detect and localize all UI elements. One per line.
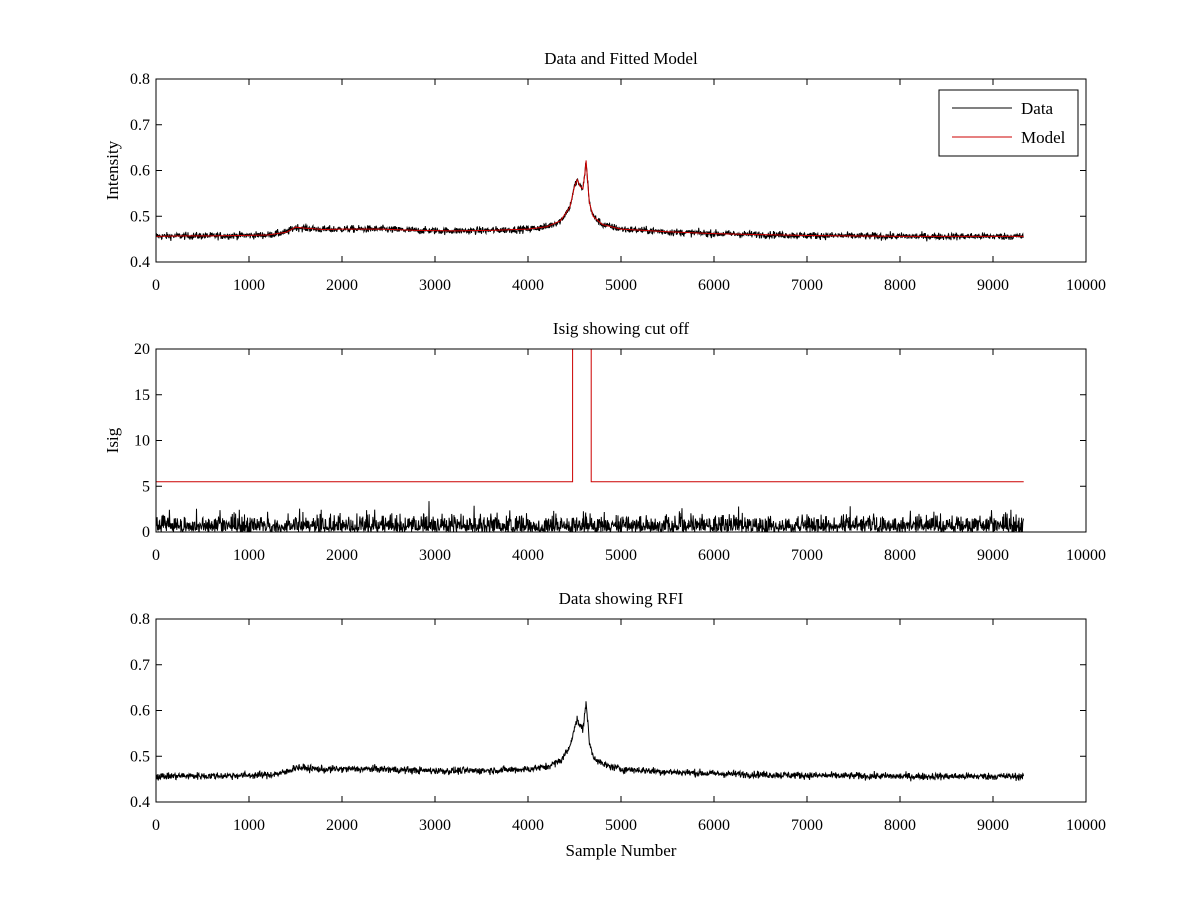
y-tick-label: 0.4	[130, 794, 150, 811]
x-tick-label: 4000	[512, 277, 544, 294]
x-tick-label: 9000	[977, 817, 1009, 834]
y-tick-label: 0.8	[130, 71, 150, 88]
x-tick-label: 5000	[605, 277, 637, 294]
x-tick-label: 6000	[698, 547, 730, 564]
x-tick-label: 2000	[326, 547, 358, 564]
y-tick-label: 5	[142, 478, 150, 495]
y-tick-label: 10	[134, 433, 150, 450]
x-tick-label: 4000	[512, 547, 544, 564]
legend-label: Model	[1021, 128, 1066, 147]
x-tick-label: 2000	[326, 817, 358, 834]
x-tick-label: 10000	[1066, 547, 1106, 564]
legend: Data Model	[938, 89, 1079, 157]
x-tick-label: 8000	[884, 817, 916, 834]
series-line-model	[156, 160, 1024, 237]
y-tick-label: 0.8	[130, 611, 150, 628]
x-tick-label: 9000	[977, 277, 1009, 294]
x-tick-label: 8000	[884, 547, 916, 564]
chart-title: Data and Fitted Model	[544, 49, 698, 68]
x-tick-label: 1000	[233, 547, 265, 564]
x-tick-label: 5000	[605, 817, 637, 834]
x-tick-label: 3000	[419, 277, 451, 294]
plot-area	[156, 160, 1024, 242]
y-tick-label: 0.4	[130, 254, 150, 271]
x-tick-label: 10000	[1066, 277, 1106, 294]
chart-panel-3: 0 1000 2000 3000 4000 5000 6000 7000 8000 9000 100…	[130, 589, 1106, 860]
y-axis-label: Intensity	[103, 140, 122, 200]
chart-title: Data showing RFI	[559, 589, 684, 608]
y-tick-label: 0.7	[130, 117, 150, 134]
x-tick-label: 8000	[884, 277, 916, 294]
chart-panel-2: 0 1000 2000 3000 4000 5000 6000 7000 8000 9000 100…	[103, 319, 1106, 564]
y-tick-label: 0.5	[130, 748, 150, 765]
x-tick-label: 6000	[698, 817, 730, 834]
y-tick-label: 0.5	[130, 208, 150, 225]
plot-area	[156, 701, 1024, 782]
y-tick-label: 0.7	[130, 657, 150, 674]
x-tick-label: 1000	[233, 817, 265, 834]
x-tick-label: 2000	[326, 277, 358, 294]
x-tick-label: 3000	[419, 817, 451, 834]
chart-panel-1: 0 1000 2000 3000 4000 5000 6000 7000 8000 9000 100…	[103, 49, 1106, 294]
y-tick-label: 15	[134, 387, 150, 404]
chart-title: Isig showing cut off	[553, 319, 689, 338]
series-line-1	[156, 701, 1024, 782]
series-line-2	[156, 349, 1024, 483]
x-tick-label: 7000	[791, 547, 823, 564]
x-tick-label: 0	[152, 817, 160, 834]
y-tick-label: 20	[134, 341, 150, 358]
x-tick-label: 10000	[1066, 817, 1106, 834]
x-tick-label: 4000	[512, 817, 544, 834]
x-tick-label: 0	[152, 547, 160, 564]
x-tick-label: 5000	[605, 547, 637, 564]
x-tick-label: 9000	[977, 547, 1009, 564]
legend-box	[938, 89, 1079, 157]
x-tick-label: 7000	[791, 277, 823, 294]
x-tick-label: 1000	[233, 277, 265, 294]
x-tick-label: 3000	[419, 547, 451, 564]
series-line-1	[156, 501, 1024, 532]
x-tick-label: 0	[152, 277, 160, 294]
legend-label: Data	[1021, 99, 1054, 118]
x-tick-label: 7000	[791, 817, 823, 834]
y-tick-label: 0	[142, 524, 150, 541]
y-tick-label: 0.6	[130, 163, 150, 180]
plot-area	[156, 349, 1024, 532]
x-axis-label: Sample Number	[566, 841, 677, 860]
y-tick-label: 0.6	[130, 703, 150, 720]
y-axis-label: Isig	[103, 427, 122, 453]
x-tick-label: 6000	[698, 277, 730, 294]
axes-box	[155, 348, 1087, 533]
